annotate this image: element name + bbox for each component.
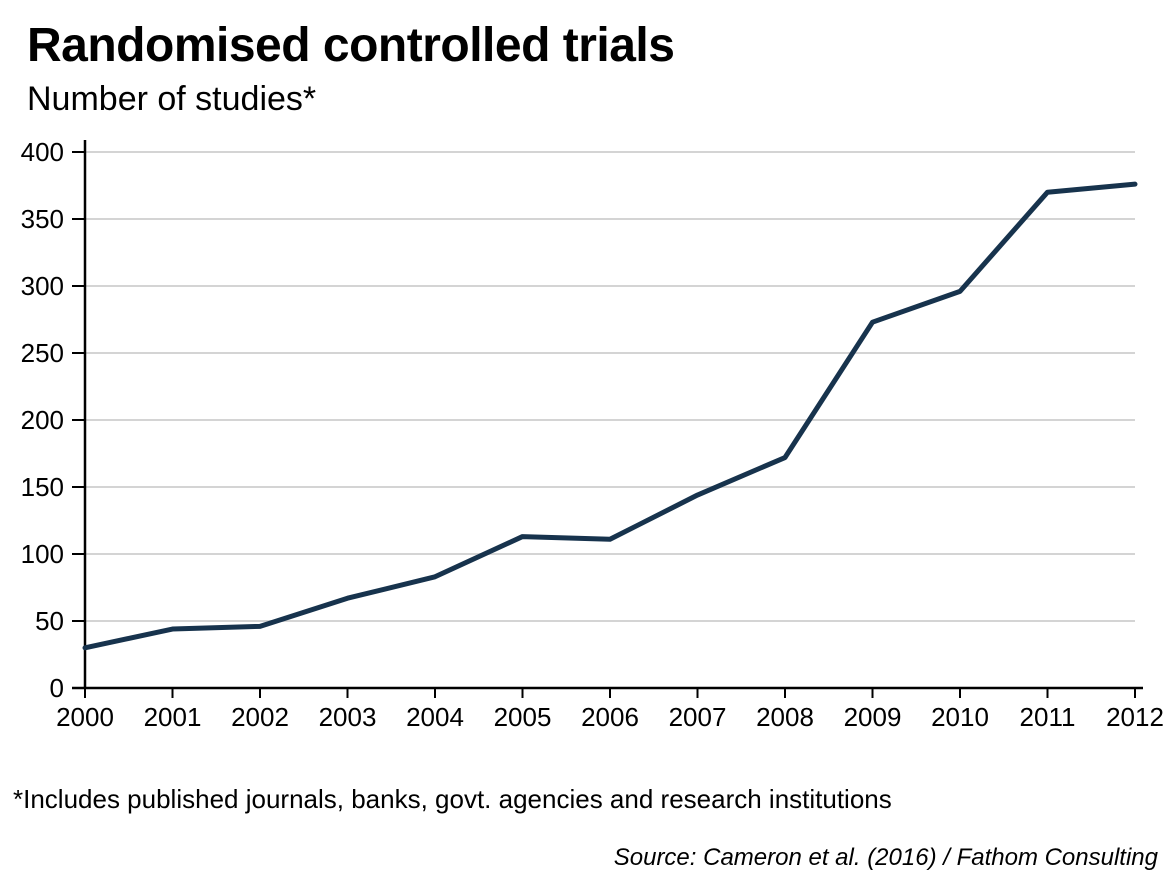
data-line — [82, 181, 1138, 651]
x-tick-label: 2011 — [1020, 702, 1076, 732]
chart-title: Randomised controlled trials — [27, 19, 675, 72]
y-tick-label: 0 — [50, 673, 64, 703]
y-tick-label: 200 — [21, 405, 64, 435]
y-tick-label: 300 — [21, 271, 64, 301]
x-tick-label: 2012 — [1106, 702, 1164, 732]
x-tick-label: 2000 — [56, 702, 114, 732]
x-tick-label: 2008 — [756, 702, 814, 732]
y-tick-label: 400 — [21, 137, 64, 167]
y-tick-label: 50 — [35, 606, 64, 636]
y-tick-label: 150 — [21, 472, 64, 502]
x-tick-label: 2004 — [406, 702, 464, 732]
y-tick-label: 350 — [21, 204, 64, 234]
chart-source: Source: Cameron et al. (2016) / Fathom C… — [613, 844, 1158, 871]
y-tick-label: 250 — [21, 338, 64, 368]
x-tick-label: 2001 — [144, 702, 202, 732]
y-tick-label: 100 — [21, 539, 64, 569]
chart-subtitle: Number of studies* — [27, 80, 317, 118]
x-tick-label: 2010 — [931, 702, 989, 732]
x-tick-label: 2005 — [494, 702, 552, 732]
x-tick-label: 2009 — [844, 702, 902, 732]
x-tick-label: 2007 — [669, 702, 727, 732]
x-tick-label: 2002 — [231, 702, 289, 732]
x-tick-label: 2003 — [319, 702, 377, 732]
x-tick-label: 2006 — [581, 702, 639, 732]
chart-footnote: *Includes published journals, banks, gov… — [13, 784, 892, 814]
